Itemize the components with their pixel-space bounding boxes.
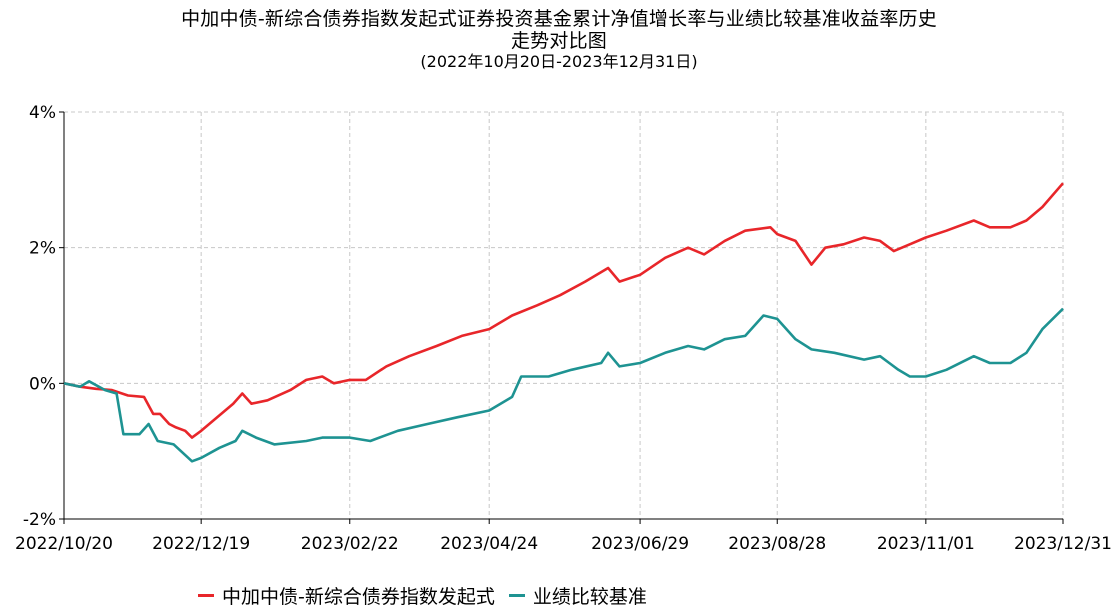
series-line-benchmark — [63, 307, 1064, 463]
line-chart: 2022/10/20 2022/12/19 2023/02/22 2023/04/24… — [15, 103, 1112, 554]
x-tick-label: 2023/12/31 — [1014, 534, 1112, 554]
x-tick-label: 2023/08/28 — [728, 534, 826, 554]
y-tick-label: 4% — [29, 103, 56, 123]
legend-label-fund: 中加中债-新综合债券指数发起式 — [222, 585, 495, 608]
chart-title-line-1: 中加中债-新综合债券指数发起式证券投资基金累计净值增长率与业绩比较基准收益率历史 — [181, 8, 937, 30]
series-line-fund — [63, 182, 1064, 439]
x-tick-label: 2023/06/29 — [591, 534, 689, 554]
chart-subtitle: (2022年10月20日-2023年12月31日) — [420, 52, 698, 71]
legend-swatch-fund — [198, 593, 214, 597]
chart-title-block: 中加中债-新综合债券指数发起式证券投资基金累计净值增长率与业绩比较基准收益率历史… — [0, 8, 1118, 72]
chart-title-line-2: 走势对比图 — [510, 30, 607, 52]
x-tick-label: 2023/04/24 — [440, 534, 538, 554]
legend-item-fund: 中加中债-新综合债券指数发起式 — [198, 582, 495, 609]
y-tick-label: 2% — [29, 239, 56, 259]
chart-legend: 中加中债-新综合债券指数发起式 业绩比较基准 — [198, 582, 661, 608]
x-tick-label: 2023/02/22 — [301, 534, 399, 554]
legend-label-benchmark: 业绩比较基准 — [532, 585, 647, 608]
x-tick-label: 2022/10/20 — [15, 534, 113, 554]
x-tick-label: 2022/12/19 — [152, 534, 250, 554]
legend-item-benchmark: 业绩比较基准 — [508, 582, 647, 609]
x-tick-label: 2023/11/01 — [877, 534, 975, 554]
y-tick-label: -2% — [23, 510, 56, 530]
y-tick-label: 0% — [29, 374, 56, 394]
legend-swatch-benchmark — [508, 593, 525, 597]
